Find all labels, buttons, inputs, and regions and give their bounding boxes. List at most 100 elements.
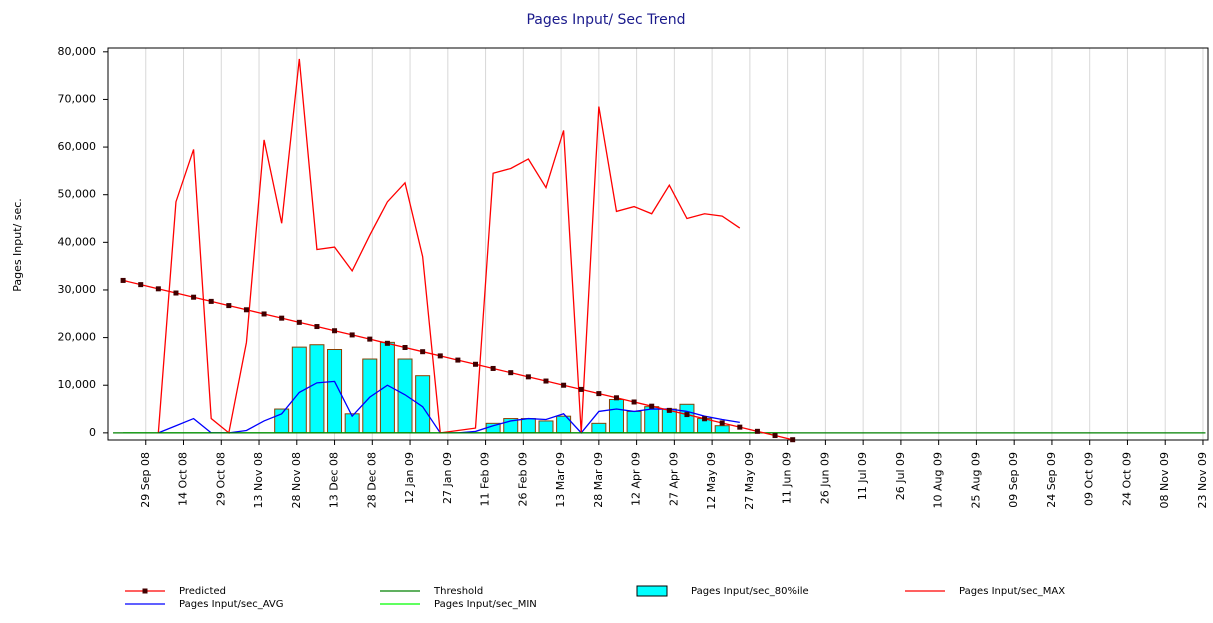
y-tick-label: 60,000 — [58, 140, 97, 153]
x-tick-label: 09 Oct 09 — [1083, 452, 1096, 506]
bar — [538, 420, 554, 434]
x-tick-label: 28 Nov 08 — [290, 452, 303, 508]
x-tick-label: 14 Oct 08 — [177, 452, 190, 506]
marker — [367, 336, 373, 342]
plot-area — [108, 48, 1208, 440]
legend-marker — [142, 588, 148, 594]
x-tick-label: 13 Dec 08 — [328, 452, 341, 508]
marker — [508, 370, 514, 376]
marker — [243, 307, 249, 313]
x-tick-label: 27 Apr 09 — [667, 452, 680, 506]
bar — [415, 375, 431, 434]
marker — [208, 298, 214, 304]
x-tick-label: 08 Nov 09 — [1158, 452, 1171, 508]
legend-label: Pages Input/sec_AVG — [179, 599, 284, 610]
x-tick-label: 28 Dec 08 — [365, 452, 378, 508]
legend-swatch — [636, 585, 668, 597]
bar — [608, 399, 624, 434]
bar — [626, 410, 642, 434]
marker — [349, 332, 355, 338]
marker — [296, 319, 302, 325]
legend-label: Pages Input/sec_MIN — [434, 599, 537, 610]
marker — [314, 324, 320, 330]
x-tick-label: 12 Jan 09 — [403, 452, 416, 504]
x-tick-label: 11 Feb 09 — [479, 452, 492, 506]
y-tick-label: 50,000 — [58, 188, 97, 201]
y-axis-label: Pages Input/ sec. — [11, 198, 24, 292]
marker — [138, 282, 144, 288]
x-tick-label: 11 Jun 09 — [781, 452, 794, 504]
marker — [684, 412, 690, 418]
bar — [591, 422, 607, 434]
bar — [679, 403, 695, 434]
legend-label: Pages Input/sec_MAX — [959, 586, 1065, 597]
marker — [578, 386, 584, 392]
x-tick-label: 24 Sep 09 — [1045, 452, 1058, 508]
x-tick-label: 23 Nov 09 — [1196, 452, 1209, 508]
x-tick-label: 09 Sep 09 — [1007, 452, 1020, 508]
marker — [702, 416, 708, 422]
x-tick-label: 29 Oct 08 — [214, 452, 227, 506]
x-tick-label: 26 Jul 09 — [894, 452, 907, 500]
x-tick-label: 26 Jun 09 — [818, 452, 831, 504]
marker — [226, 303, 232, 309]
marker — [666, 407, 672, 413]
marker — [473, 361, 479, 367]
marker — [279, 315, 285, 321]
marker — [384, 340, 390, 346]
marker — [772, 433, 778, 439]
x-tick-label: 26 Feb 09 — [516, 452, 529, 506]
y-tick-label: 30,000 — [58, 283, 97, 296]
marker — [155, 286, 161, 292]
bar — [309, 344, 325, 434]
x-tick-label: 10 Aug 09 — [932, 452, 945, 508]
x-tick-label: 24 Oct 09 — [1120, 452, 1133, 506]
marker — [173, 290, 179, 296]
marker — [649, 403, 655, 409]
marker — [631, 399, 637, 405]
marker — [490, 365, 496, 371]
x-tick-label: 12 Apr 09 — [630, 452, 643, 506]
marker — [737, 424, 743, 430]
line — [157, 58, 741, 435]
y-tick-label: 0 — [89, 426, 96, 439]
legend-label: Predicted — [179, 586, 226, 597]
y-tick-label: 20,000 — [58, 331, 97, 344]
bar — [362, 358, 378, 434]
marker — [332, 328, 338, 334]
marker — [596, 391, 602, 397]
marker — [261, 311, 267, 317]
marker — [420, 349, 426, 355]
bar — [397, 358, 413, 434]
x-tick-label: 11 Jul 09 — [856, 452, 869, 500]
x-tick-label: 13 Mar 09 — [554, 452, 567, 508]
marker — [790, 437, 796, 443]
x-tick-label: 25 Aug 09 — [969, 452, 982, 508]
x-tick-label: 29 Sep 08 — [139, 452, 152, 508]
y-tick-label: 80,000 — [58, 45, 97, 58]
plot-frame — [107, 47, 1209, 441]
marker — [402, 345, 408, 351]
bar — [644, 406, 660, 434]
bar — [520, 418, 536, 434]
marker — [120, 277, 126, 283]
x-tick-label: 27 Jan 09 — [441, 452, 454, 504]
marker — [613, 395, 619, 401]
chart-title: Pages Input/ Sec Trend — [526, 12, 685, 28]
marker — [543, 378, 549, 384]
x-tick-label: 28 Mar 09 — [592, 452, 605, 508]
legend-label: Threshold — [433, 586, 483, 597]
x-tick-label: 27 May 09 — [743, 452, 756, 510]
x-tick-label: 12 May 09 — [705, 452, 718, 510]
y-tick-label: 40,000 — [58, 235, 97, 248]
x-tick-label: 13 Nov 08 — [252, 452, 265, 508]
marker — [437, 353, 443, 359]
marker — [455, 357, 461, 363]
marker — [561, 382, 567, 388]
y-tick-label: 70,000 — [58, 92, 97, 105]
marker — [719, 420, 725, 426]
legend-label: Pages Input/sec_80%ile — [691, 586, 809, 597]
bar — [274, 408, 290, 434]
marker — [754, 428, 760, 434]
